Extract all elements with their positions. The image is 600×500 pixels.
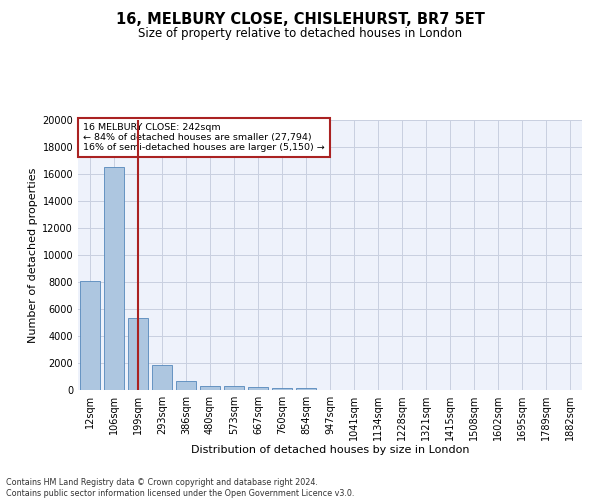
Bar <box>80 280 100 390</box>
Bar <box>152 365 172 390</box>
Bar <box>224 386 244 390</box>
Y-axis label: Number of detached properties: Number of detached properties <box>28 168 38 342</box>
Bar <box>176 381 196 390</box>
Bar <box>128 318 148 390</box>
Bar <box>272 388 292 390</box>
Text: Contains HM Land Registry data © Crown copyright and database right 2024.
Contai: Contains HM Land Registry data © Crown c… <box>6 478 355 498</box>
Text: Size of property relative to detached houses in London: Size of property relative to detached ho… <box>138 28 462 40</box>
Bar <box>200 386 220 390</box>
Bar <box>296 388 316 390</box>
Bar <box>104 167 124 390</box>
Text: 16, MELBURY CLOSE, CHISLEHURST, BR7 5ET: 16, MELBURY CLOSE, CHISLEHURST, BR7 5ET <box>116 12 484 28</box>
Text: 16 MELBURY CLOSE: 242sqm
← 84% of detached houses are smaller (27,794)
16% of se: 16 MELBURY CLOSE: 242sqm ← 84% of detach… <box>83 122 325 152</box>
Bar <box>248 388 268 390</box>
X-axis label: Distribution of detached houses by size in London: Distribution of detached houses by size … <box>191 444 469 454</box>
